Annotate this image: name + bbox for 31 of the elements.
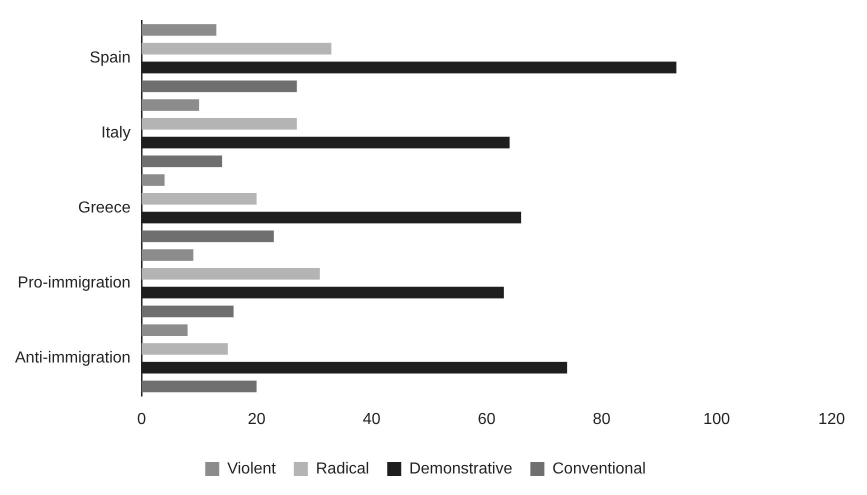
bar bbox=[142, 343, 228, 355]
bar bbox=[142, 230, 274, 242]
bar bbox=[142, 99, 200, 111]
y-tick-label: Pro-immigration bbox=[18, 274, 131, 292]
y-tick-label: Italy bbox=[101, 124, 131, 142]
x-tick-label: 20 bbox=[248, 410, 266, 428]
y-tick-label: Spain bbox=[90, 50, 131, 67]
bar bbox=[142, 324, 188, 336]
x-tick-label: 60 bbox=[478, 410, 496, 428]
legend-label: Radical bbox=[316, 460, 370, 478]
x-tick-label: 120 bbox=[818, 410, 846, 428]
bar bbox=[142, 249, 194, 261]
bar bbox=[142, 24, 216, 36]
x-tick-label: 80 bbox=[592, 410, 611, 428]
bar bbox=[142, 155, 222, 168]
x-tick-label: 100 bbox=[703, 410, 730, 428]
x-tick-label: 40 bbox=[362, 410, 381, 428]
legend-label: Demonstrative bbox=[409, 460, 512, 478]
legend-label: Conventional bbox=[552, 460, 646, 478]
legend-label: Violent bbox=[227, 460, 276, 478]
bar bbox=[142, 42, 332, 55]
bar bbox=[142, 80, 297, 92]
y-tick-label: Anti-immigration bbox=[14, 350, 131, 367]
bar bbox=[142, 174, 165, 186]
bar bbox=[142, 306, 234, 318]
bar bbox=[142, 193, 257, 205]
y-tick-label: Greece bbox=[78, 200, 131, 217]
bar bbox=[142, 118, 297, 130]
bar bbox=[142, 268, 320, 280]
bar bbox=[142, 380, 257, 392]
x-tick-label: 0 bbox=[137, 410, 146, 428]
